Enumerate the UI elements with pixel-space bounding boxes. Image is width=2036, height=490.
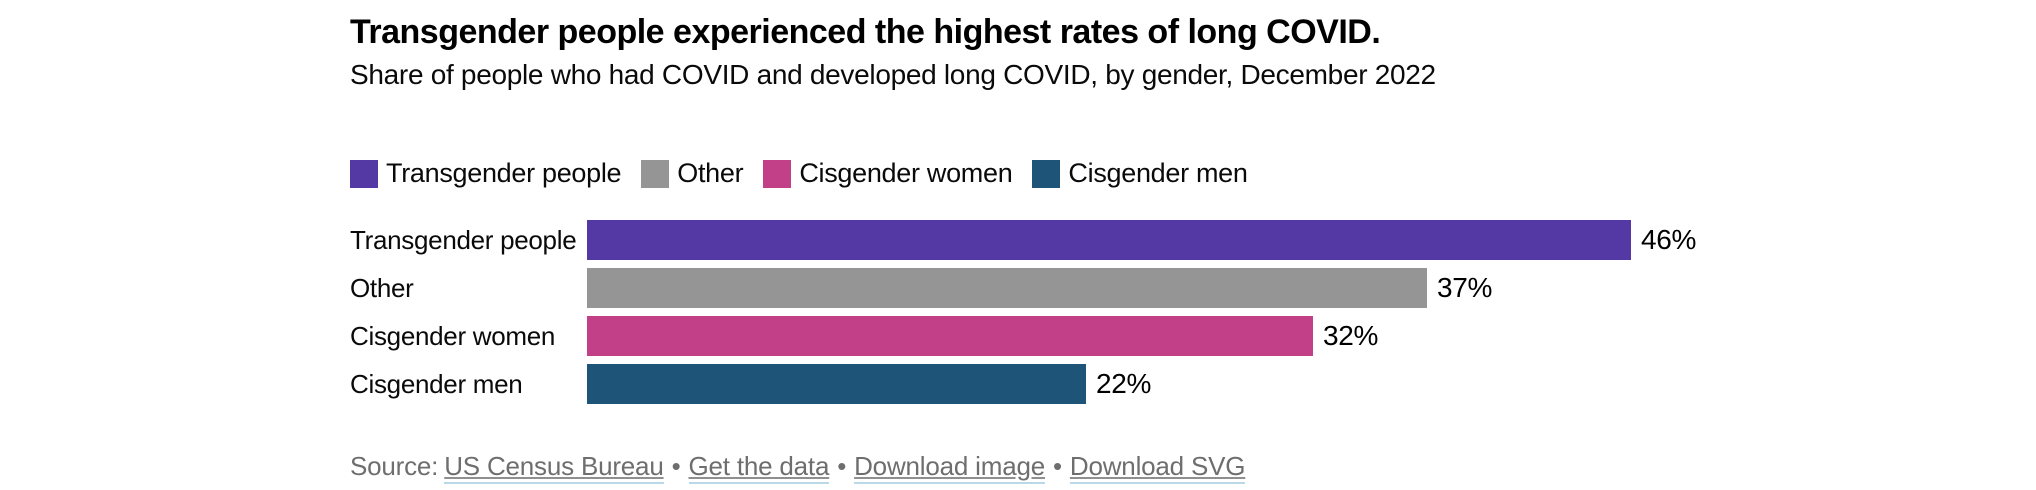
bar-row-transgender-people: Transgender people 46% (350, 220, 1750, 260)
legend-label: Transgender people (386, 158, 622, 188)
bar-cisgender-men (587, 364, 1086, 404)
source-prefix: Source: (350, 451, 439, 481)
legend-item-transgender-people: Transgender people (350, 158, 622, 189)
legend-item-cisgender-women: Cisgender women (763, 158, 1013, 189)
legend-item-cisgender-men: Cisgender men (1032, 158, 1248, 189)
bar-row-cisgender-men: Cisgender men 22% (350, 364, 1750, 404)
bar-transgender-people (587, 220, 1631, 260)
legend-swatch-icon (763, 159, 792, 188)
bar-row-label: Cisgender men (350, 368, 523, 399)
footer-separator: • (837, 451, 847, 481)
bar-value-label: 32% (1323, 320, 1379, 351)
footer-link-download-svg[interactable]: Download SVG (1069, 451, 1245, 484)
legend: Transgender people Other Cisgender women Ci… (350, 158, 1750, 189)
bar-value-label: 37% (1437, 272, 1493, 303)
footer-link-us-census-bureau[interactable]: US Census Bureau (444, 451, 664, 484)
legend-swatch-icon (1032, 159, 1061, 188)
footer-link-get-the-data[interactable]: Get the data (688, 451, 829, 484)
footer-links: US Census Bureau • Get the data • Download i… (444, 451, 1245, 484)
bar-row-label: Transgender people (350, 224, 577, 255)
legend-item-other: Other (641, 158, 744, 189)
legend-label: Other (677, 158, 744, 188)
chart-card: Transgender people experienced the highe… (350, 12, 1750, 484)
legend-label: Cisgender women (799, 158, 1013, 188)
footer: Source: US Census Bureau • Get the data • Dow… (350, 451, 1750, 484)
bar-chart: Transgender people 46% Other 37% Cisgender w… (350, 220, 1750, 404)
bar-cisgender-women (587, 316, 1313, 356)
footer-separator: • (1052, 451, 1062, 481)
bar-value-label: 46% (1641, 224, 1697, 255)
chart-subtitle: Share of people who had COVID and develo… (350, 59, 1436, 90)
bar-row-other: Other 37% (350, 268, 1750, 308)
bar-other (587, 268, 1427, 308)
bar-row-cisgender-women: Cisgender women 32% (350, 316, 1750, 356)
footer-separator: • (671, 451, 681, 481)
footer-link-download-image[interactable]: Download image (854, 451, 1045, 484)
legend-label: Cisgender men (1068, 158, 1248, 188)
bar-row-label: Cisgender women (350, 320, 556, 351)
legend-swatch-icon (641, 159, 670, 188)
bar-value-label: 22% (1096, 368, 1152, 399)
legend-swatch-icon (350, 159, 378, 188)
bar-row-label: Other (350, 272, 414, 303)
chart-title: Transgender people experienced the highe… (350, 13, 1381, 51)
